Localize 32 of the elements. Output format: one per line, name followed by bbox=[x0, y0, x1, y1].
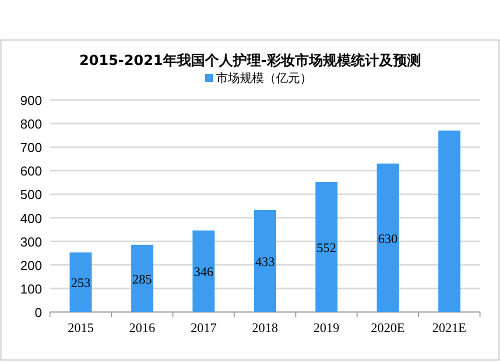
data-label: 552 bbox=[316, 240, 336, 255]
x-tick-label: 2016 bbox=[129, 320, 156, 335]
x-tick-label: 2021E bbox=[432, 320, 466, 335]
data-label: 630 bbox=[378, 230, 398, 246]
chart-title: 2015-2021年我国个人护理-彩妆市场规模统计及预测 bbox=[79, 52, 421, 69]
x-tick-label: 2018 bbox=[252, 320, 278, 335]
bar bbox=[254, 210, 276, 312]
data-label: 346 bbox=[194, 264, 214, 280]
bar bbox=[131, 244, 154, 312]
y-tick-label: 200 bbox=[20, 258, 42, 273]
y-tick-label: 600 bbox=[20, 164, 42, 179]
y-tick-label: 500 bbox=[20, 187, 42, 202]
y-tick-label: 800 bbox=[20, 116, 42, 132]
legend-label: 市场规模（亿元） bbox=[216, 71, 312, 85]
y-tick-label: 300 bbox=[20, 234, 42, 250]
y-tick-label: 100 bbox=[20, 281, 42, 296]
bar bbox=[192, 230, 215, 312]
data-label: 433 bbox=[255, 254, 275, 269]
x-tick-label: 2019 bbox=[313, 320, 340, 335]
y-tick-label: 400 bbox=[20, 210, 42, 226]
x-tick-label: 2017 bbox=[190, 320, 218, 335]
bar bbox=[438, 130, 460, 312]
y-tick-label: 700 bbox=[20, 140, 42, 156]
y-tick-label: 0 bbox=[34, 305, 42, 320]
bar bbox=[376, 164, 399, 312]
x-tick-label: 2015 bbox=[68, 320, 94, 335]
x-tick-label: 2020E bbox=[370, 320, 405, 335]
data-label: 253 bbox=[70, 275, 90, 290]
bar bbox=[70, 252, 92, 312]
y-tick-label: 900 bbox=[20, 93, 42, 108]
bar bbox=[315, 182, 338, 312]
data-label: 285 bbox=[132, 271, 152, 286]
